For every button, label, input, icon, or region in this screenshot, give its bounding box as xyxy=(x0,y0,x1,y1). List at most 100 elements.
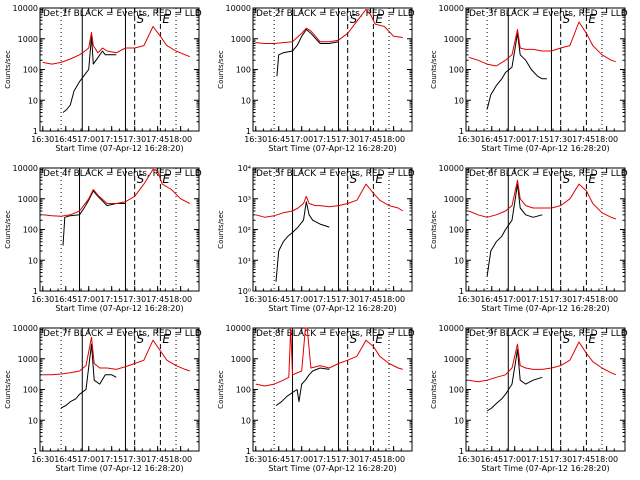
y-tick-label: 10000 xyxy=(439,4,464,13)
plot-frame xyxy=(252,327,413,452)
x-axis-label: Start Time (07-Apr-12 16:28:20) xyxy=(268,464,396,473)
y-tick-label: 10 xyxy=(454,416,464,425)
x-tick-label: 17:30 xyxy=(123,295,146,304)
y-tick-label: 10⁴ xyxy=(238,164,251,173)
series-line-events xyxy=(275,201,330,282)
plot-frame xyxy=(39,7,200,132)
x-tick-label: 16:45 xyxy=(480,295,503,304)
x-tick-label: 16:45 xyxy=(54,135,77,144)
y-axis-label: Counts/sec xyxy=(4,50,12,89)
x-tick-label: 17:30 xyxy=(549,295,572,304)
x-tick-label: 17:45 xyxy=(572,455,595,464)
x-axis-label: Start Time (07-Apr-12 16:28:20) xyxy=(55,304,183,313)
x-tick-label: 17:15 xyxy=(313,455,336,464)
x-tick-label: 17:15 xyxy=(100,135,123,144)
series-line-events xyxy=(486,32,547,110)
x-tick-label: 16:30 xyxy=(457,135,480,144)
x-tick-label: 16:30 xyxy=(244,295,267,304)
series-line-lld xyxy=(468,341,616,383)
series-line-events xyxy=(275,367,330,407)
x-tick-label: 17:30 xyxy=(336,295,359,304)
y-tick-label: 1 xyxy=(459,287,464,296)
y-tick-label: 10 xyxy=(241,416,251,425)
x-tick-label: 17:15 xyxy=(526,135,549,144)
y-tick-label: 1000 xyxy=(18,195,38,204)
marker-label: E xyxy=(375,12,383,26)
y-tick-label: 10 xyxy=(241,96,251,105)
series-line-lld xyxy=(42,336,190,376)
marker-label: S xyxy=(563,172,571,186)
x-tick-label: 17:30 xyxy=(549,455,572,464)
x-tick-label: 17:00 xyxy=(290,295,313,304)
x-tick-label: 16:45 xyxy=(267,135,290,144)
marker-label: E xyxy=(162,12,170,26)
x-tick-label: 16:45 xyxy=(54,455,77,464)
x-tick-label: 16:45 xyxy=(267,455,290,464)
x-tick-label: 16:30 xyxy=(244,135,267,144)
y-axis-label: Counts/sec xyxy=(430,370,438,409)
x-tick-label: 17:15 xyxy=(526,455,549,464)
series-line-lld xyxy=(42,26,190,65)
y-axis-label: Counts/sec xyxy=(217,50,225,89)
x-tick-label: 17:30 xyxy=(336,135,359,144)
series-line-events xyxy=(486,183,543,277)
series-line-events xyxy=(60,343,117,409)
x-tick-label: 18:00 xyxy=(169,135,192,144)
x-tick-label: 18:00 xyxy=(595,135,618,144)
x-tick-label: 16:45 xyxy=(480,135,503,144)
x-tick-label: 17:45 xyxy=(359,455,382,464)
y-tick-label: 10 xyxy=(28,416,38,425)
x-tick-label: 16:30 xyxy=(457,455,480,464)
marker-label: S xyxy=(350,332,358,346)
x-tick-label: 17:45 xyxy=(146,135,169,144)
series-line-events xyxy=(486,349,543,412)
x-tick-label: 18:00 xyxy=(382,135,405,144)
x-tick-label: 17:00 xyxy=(77,455,100,464)
x-tick-label: 17:00 xyxy=(290,135,313,144)
series-line-events xyxy=(276,29,339,77)
series-line-lld xyxy=(255,327,403,387)
x-tick-label: 16:30 xyxy=(31,135,54,144)
y-tick-label: 1 xyxy=(33,287,38,296)
y-tick-label: 100 xyxy=(23,386,38,395)
x-tick-label: 16:30 xyxy=(31,295,54,304)
x-tick-label: 17:00 xyxy=(503,455,526,464)
x-tick-label: 17:15 xyxy=(313,135,336,144)
x-axis-label: Start Time (07-Apr-12 16:28:20) xyxy=(481,144,609,153)
panel-title: Det 4f BLACK = Events, RED = LLD xyxy=(43,169,202,179)
panel-title: Det 3f BLACK = Events, RED = LLD xyxy=(469,9,628,19)
panel-title: Det 6f BLACK = Events, RED = LLD xyxy=(469,169,628,179)
y-tick-label: 10³ xyxy=(238,195,251,204)
marker-label: E xyxy=(162,172,170,186)
y-tick-label: 100 xyxy=(23,226,38,235)
y-tick-label: 10000 xyxy=(226,324,251,333)
plot-frame xyxy=(465,167,626,292)
series-line-lld xyxy=(468,21,616,67)
y-tick-label: 100 xyxy=(236,386,251,395)
y-tick-label: 1000 xyxy=(444,355,464,364)
marker-label: S xyxy=(563,12,571,26)
panel-title: Det 5f BLACK = Events, RED = LLD xyxy=(256,169,415,179)
plot-frame xyxy=(465,327,626,452)
x-tick-label: 16:30 xyxy=(244,455,267,464)
y-axis-label: Counts/sec xyxy=(430,50,438,89)
y-tick-label: 1 xyxy=(459,127,464,136)
y-axis-label: Counts/sec xyxy=(217,370,225,409)
x-tick-label: 17:30 xyxy=(123,455,146,464)
series-line-events xyxy=(62,190,126,246)
x-tick-label: 17:15 xyxy=(313,295,336,304)
y-tick-label: 10 xyxy=(454,256,464,265)
y-tick-label: 10000 xyxy=(13,164,38,173)
x-tick-label: 16:45 xyxy=(480,455,503,464)
x-tick-label: 17:45 xyxy=(572,135,595,144)
series-line-lld xyxy=(255,8,403,44)
x-tick-label: 16:30 xyxy=(31,455,54,464)
y-tick-label: 10000 xyxy=(226,4,251,13)
